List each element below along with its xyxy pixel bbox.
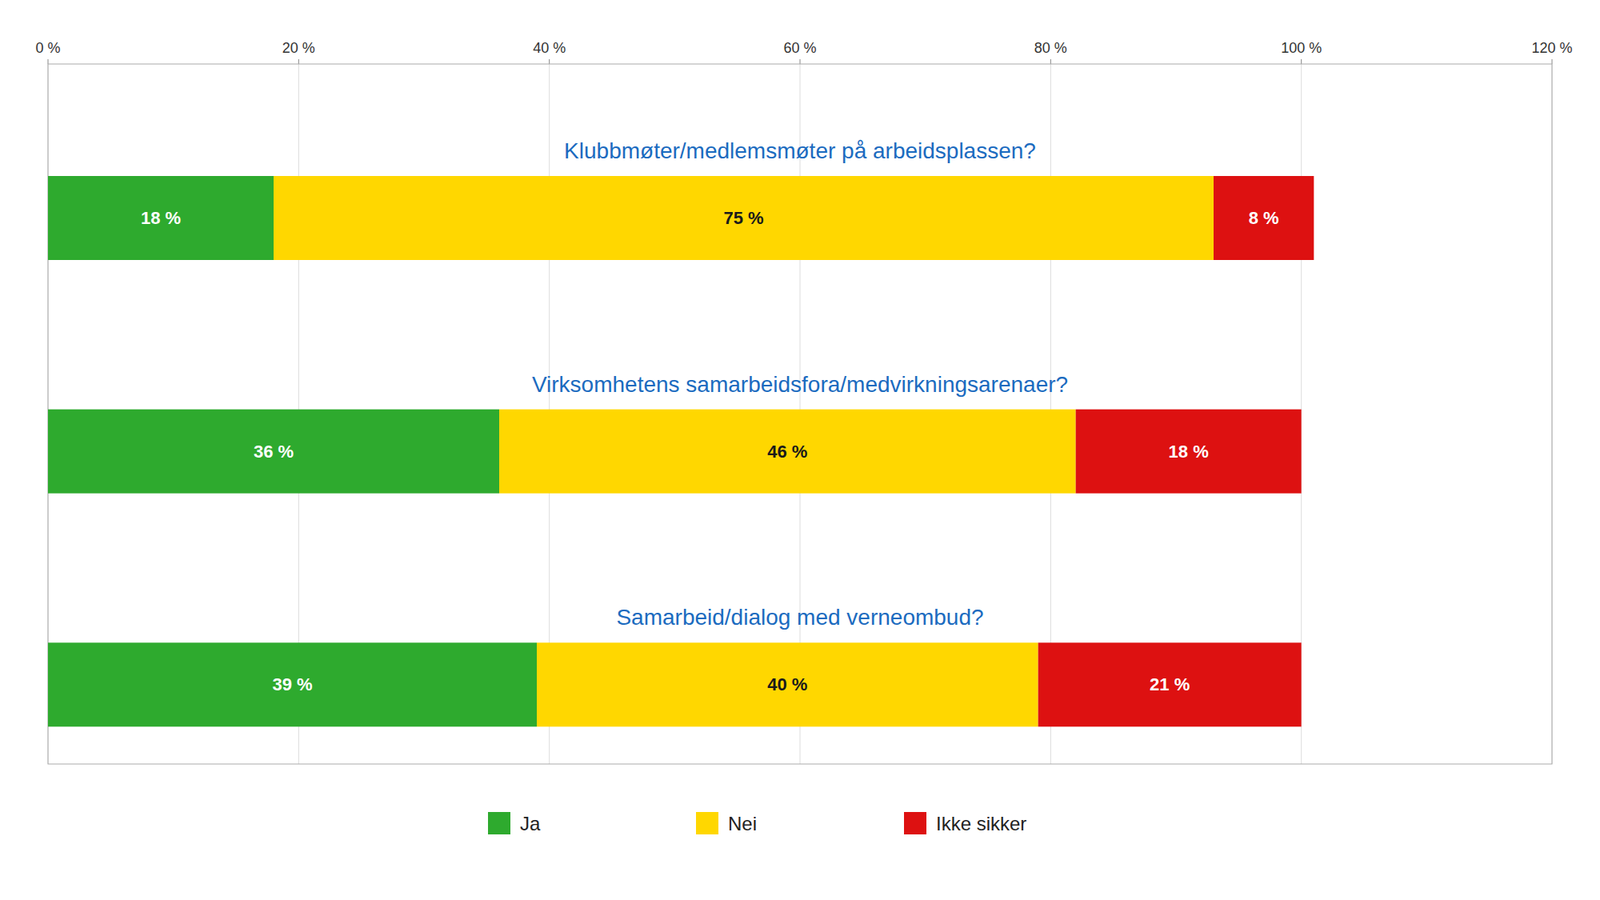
category-label: Virksomhetens samarbeidsfora/medvirkning… [532,372,1068,397]
tick-label: 20 % [282,40,316,56]
data-label: 75 % [723,208,764,228]
bar-segment [48,642,537,727]
data-label: 39 % [272,674,312,695]
tick-mark [1300,59,1302,64]
grid [48,64,1552,764]
data-label: 8 % [1248,208,1280,228]
legend-label: Nei [728,812,757,835]
bar-segment [499,409,1076,494]
tick-mark [1552,59,1553,64]
tick-mark [48,59,49,64]
bars [48,176,1314,727]
legend-label: Ja [520,812,541,835]
tick-mark [1050,59,1052,64]
chart-root: 0 % 20 % 40 % 60 % 80 % 100 % 120 % Klubbmøter/… [0,0,1600,900]
labels: Klubbmøter/medlemsmøter på arbeidsplasse… [140,138,1280,695]
bar-segment [1076,409,1302,494]
legend-swatch [904,812,927,835]
bar-segment [48,409,500,494]
tick-mark [298,59,300,64]
data-label: 21 % [1149,674,1190,695]
legend-label: Ikke sikker [936,812,1027,835]
data-label: 18 % [140,208,181,228]
bar-segment [536,642,1039,727]
tick-mark [548,59,550,64]
bar-segment [273,176,1214,260]
chart-svg: 0 % 20 % 40 % 60 % 80 % 100 % 120 % Klubbmøter/… [0,0,1600,900]
data-label: 46 % [767,441,808,462]
tick-label: 40 % [532,40,566,56]
tick-mark [800,59,801,64]
tick-label: 100 % [1280,40,1322,56]
data-label: 40 % [767,674,808,695]
x-axis: 0 % 20 % 40 % 60 % 80 % 100 % 120 % [35,40,1572,64]
legend-swatch [488,812,511,835]
legend-swatch [696,812,719,835]
bar-segment [1213,176,1314,260]
tick-label: 120 % [1531,40,1572,56]
bar-segment [48,176,274,260]
tick-label: 80 % [1034,40,1068,56]
plot-frame [48,64,1552,764]
tick-label: 0 % [35,40,60,56]
category-label: Klubbmøter/medlemsmøter på arbeidsplasse… [564,138,1036,164]
tick-label: 60 % [783,40,816,56]
data-label: 36 % [253,441,294,462]
legend: Ja Nei Ikke sikker [488,812,1027,835]
data-label: 18 % [1168,441,1209,462]
bar-segment [1038,642,1302,727]
category-label: Samarbeid/dialog med verneombud? [616,604,984,630]
